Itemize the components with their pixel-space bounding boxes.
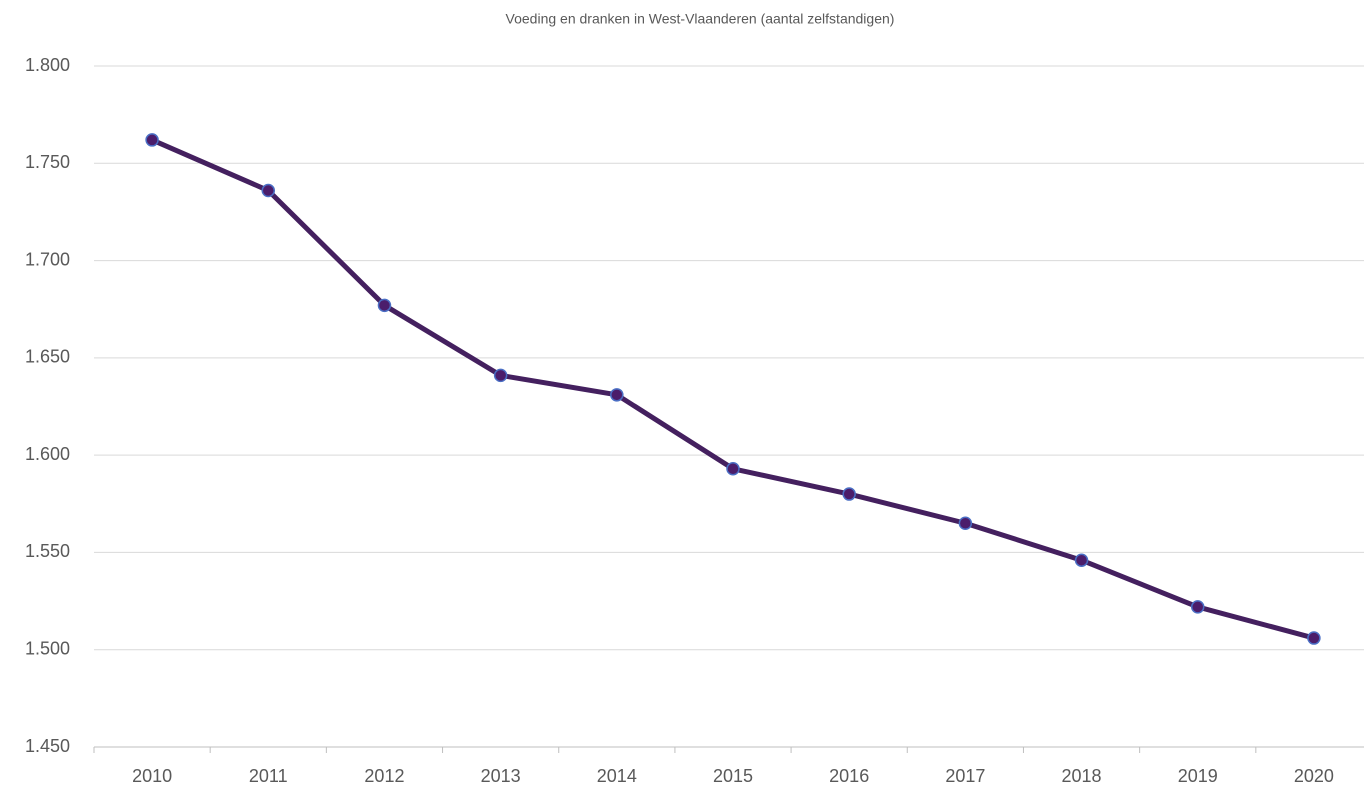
x-tick-label: 2017 <box>945 766 985 786</box>
y-tick-label: 1.750 <box>25 152 70 172</box>
marker <box>842 487 856 501</box>
line <box>151 137 1315 641</box>
x-tick-label: 2015 <box>713 766 753 786</box>
x-tick-label: 2020 <box>1294 766 1334 786</box>
y-tick-label: 1.700 <box>25 249 70 269</box>
y-tick-label: 1.450 <box>25 736 70 756</box>
y-tick-label: 1.500 <box>25 638 70 658</box>
y-tick-label: 1.550 <box>25 541 70 561</box>
marker <box>261 183 276 198</box>
marker <box>726 462 740 476</box>
y-tick-label: 1.600 <box>25 444 70 464</box>
marker <box>493 368 508 383</box>
x-tick-label: 2010 <box>132 766 172 786</box>
marker <box>1307 631 1321 645</box>
marker <box>377 298 392 313</box>
marker <box>610 388 624 402</box>
y-tick-label: 1.800 <box>25 55 70 75</box>
x-tick-label: 2018 <box>1062 766 1102 786</box>
x-tick-label: 2016 <box>829 766 869 786</box>
marker <box>1190 600 1205 614</box>
x-tick-label: 2014 <box>597 766 637 786</box>
x-tick-label: 2012 <box>364 766 404 786</box>
x-tick-label: 2019 <box>1178 766 1218 786</box>
marker <box>145 133 159 147</box>
y-tick-label: 1.650 <box>25 347 70 367</box>
marker <box>1074 553 1089 567</box>
x-tick-label: 2011 <box>249 766 288 786</box>
chart-title: Voeding en dranken in West-Vlaanderen (a… <box>506 11 895 27</box>
marker <box>958 516 973 530</box>
x-tick-label: 2013 <box>481 766 521 786</box>
